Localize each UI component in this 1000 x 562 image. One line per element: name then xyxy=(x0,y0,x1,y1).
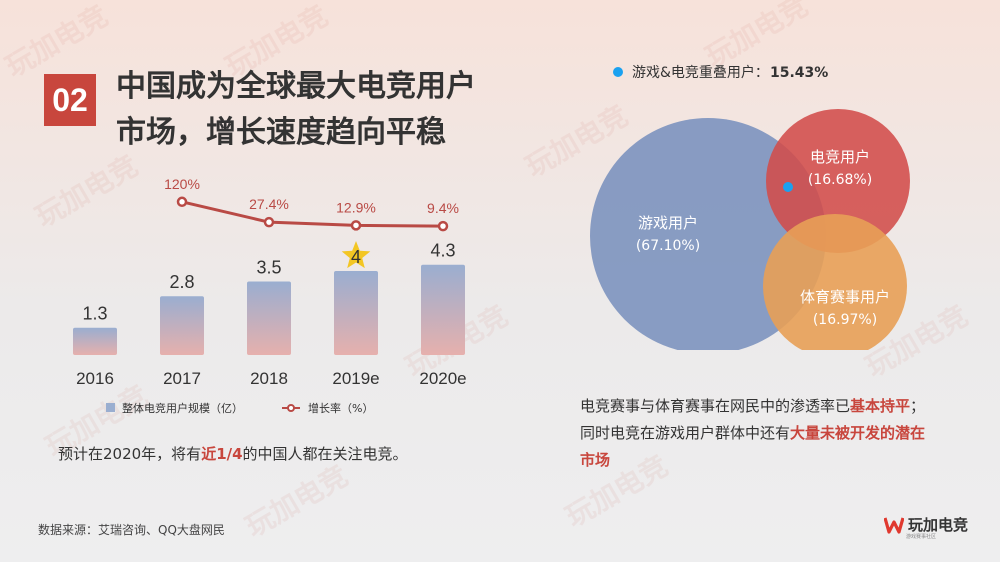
growth-rate-label: 12.9% xyxy=(336,199,376,215)
bar xyxy=(421,264,465,355)
venn-label-game: 游戏用户 xyxy=(638,214,698,232)
x-tick-label: 2018 xyxy=(250,369,288,388)
legend-line-label: 增长率（%） xyxy=(308,401,373,415)
venn-label-sports: 体育赛事用户 xyxy=(800,288,890,306)
penetration-highlight-a: 基本持平 xyxy=(850,397,911,415)
section-number-badge: 02 xyxy=(44,74,96,126)
highlight-star-icon xyxy=(341,241,371,269)
bar-value-label: 3.5 xyxy=(256,258,281,278)
bar-value-label: 4.3 xyxy=(430,241,455,261)
brand-logo-text: 玩加电竞 xyxy=(908,516,969,534)
forecast-note: 预计在2020年，将有近1/4的中国人都在关注电竞。 xyxy=(58,443,408,464)
note-highlight: 近1/4 xyxy=(201,445,243,463)
legend-line-marker xyxy=(287,404,295,412)
brand-logo-subtitle: 游戏赛事社区 xyxy=(906,534,937,540)
brand-logo: 玩加电竞 游戏赛事社区 xyxy=(884,514,969,540)
x-tick-label: 2020e xyxy=(419,369,466,388)
bar xyxy=(247,281,291,355)
page-title: 中国成为全球最大电竞用户 市场，增长速度趋向平稳 xyxy=(116,64,536,156)
bar xyxy=(73,327,117,355)
venn-circle-esports xyxy=(766,109,910,253)
x-tick-label: 2016 xyxy=(76,369,114,388)
bar-value-label: 4 xyxy=(351,247,361,267)
growth-rate-point xyxy=(263,216,275,228)
penetration-text-a: 电竞赛事与体育赛事在网民中的渗透率已 xyxy=(580,397,851,415)
note-prefix: 预计在2020年，将有 xyxy=(58,445,202,463)
penetration-text-b: ；同时电竞在游戏用户群体中还有 xyxy=(580,397,926,442)
growth-rate-point xyxy=(350,220,362,231)
brand-logo-icon xyxy=(884,517,904,534)
penetration-highlight-b: 大量未被开发的潜在市场 xyxy=(580,424,926,469)
bar-value-label: 2.8 xyxy=(169,272,194,292)
title-line-2: 市场，增长速度趋向平稳 xyxy=(116,115,446,150)
venn-value-game: (67.10%) xyxy=(636,238,700,254)
data-source: 数据来源：艾瑞咨询、QQ大盘网民 xyxy=(38,523,225,537)
penetration-note: 电竞赛事与体育赛事在网民中的渗透率已基本持平；同时电竞在游戏用户群体中还有大量未… xyxy=(580,393,930,474)
note-suffix: 的中国人都在关注电竞。 xyxy=(242,445,408,463)
growth-rate-label: 120% xyxy=(164,176,200,192)
overlap-legend-label: 游戏&电竞重叠用户： xyxy=(632,64,769,81)
overlap-legend-value: 15.43% xyxy=(770,65,828,81)
bar xyxy=(160,296,204,355)
growth-rate-point xyxy=(437,220,449,232)
venn-value-sports: (16.97%) xyxy=(813,312,877,328)
venn-diagram: 游戏&电竞重叠用户： 15.43% 游戏用户 (67.10%) 电竞用户 (16… xyxy=(590,64,910,350)
growth-rate-point xyxy=(176,196,188,208)
venn-label-esports: 电竞用户 xyxy=(810,148,870,166)
bar-value-label: 1.3 xyxy=(82,304,107,324)
legend-bar-label: 整体电竞用户规模（亿） xyxy=(122,401,243,415)
overlap-dot xyxy=(783,182,793,192)
bar xyxy=(334,271,378,355)
venn-circle-sports xyxy=(763,214,907,350)
venn-value-esports: (16.68%) xyxy=(808,172,872,188)
growth-rate-label: 9.4% xyxy=(427,200,459,216)
legend-bar-swatch xyxy=(106,403,115,412)
watermark: 玩加电竞 xyxy=(240,459,354,544)
x-tick-label: 2017 xyxy=(163,369,201,388)
overlap-legend-dot xyxy=(613,67,623,77)
watermark: 玩加电竞 xyxy=(0,0,114,84)
growth-rate-line xyxy=(181,200,444,228)
growth-rate-label: 27.4% xyxy=(249,196,289,212)
x-tick-label: 2019e xyxy=(332,369,379,388)
title-line-1: 中国成为全球最大电竞用户 xyxy=(116,69,476,104)
user-scale-chart: 1.3 2016 2.8 2017 3.5 2018 4 2019e 4.3 2020e 120%… xyxy=(73,176,467,415)
